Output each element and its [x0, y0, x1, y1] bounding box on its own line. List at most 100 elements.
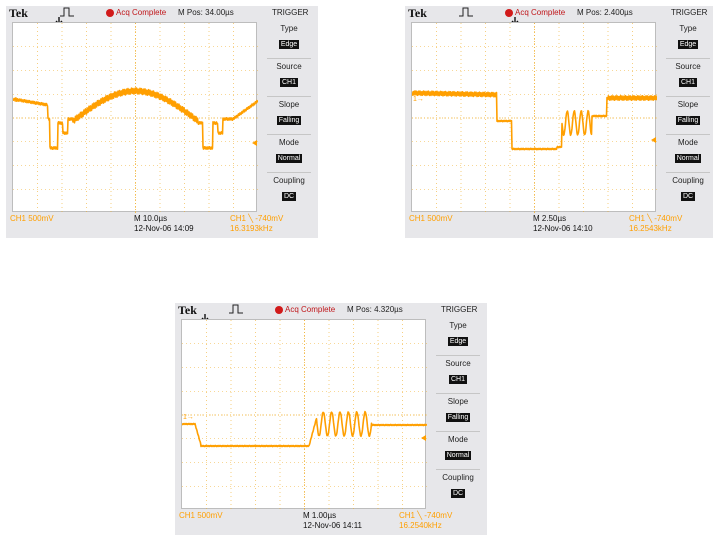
brand-logo: Tek: [9, 6, 28, 20]
time-division: M 1.00µs: [303, 511, 337, 520]
acq-status-dot-icon: [106, 9, 114, 17]
m-pos: M Pos: 2.400µs: [577, 8, 633, 17]
acq-status: Acq Complete: [116, 8, 167, 17]
menu-item-label: Coupling: [442, 473, 474, 482]
ch1-ground-marker: 1→: [413, 96, 424, 103]
ch1-ground-marker: 1→: [14, 97, 25, 104]
m-pos: M Pos: 34.00µs: [178, 8, 234, 17]
menu-title: TRIGGER: [441, 305, 478, 314]
trigger-menu: Type Edge Source CH1 Slope Falling Mode Normal C…: [264, 22, 314, 212]
menu-separator: [267, 172, 311, 173]
menu-item-label: Mode: [447, 435, 468, 444]
oscilloscope-capture-3: Tek Acq Complete M Pos: 4.320µs TRIGGER …: [175, 303, 487, 535]
trigger-info: CH1 ╲ -740mV: [399, 511, 453, 520]
acq-status-dot-icon: [505, 9, 513, 17]
menu-item-label: Coupling: [273, 176, 305, 185]
menu-item-value: CH1: [678, 78, 697, 87]
waveform-svg: 1→: [13, 23, 258, 213]
trigger-menu-item-coupling[interactable]: Coupling DC: [433, 471, 483, 507]
trigger-menu-item-coupling[interactable]: Coupling DC: [663, 174, 713, 210]
menu-item-value: Normal: [444, 451, 472, 460]
ch1-scale: CH1 500mV: [409, 214, 453, 223]
trigger-menu-item-mode[interactable]: Mode Normal: [433, 433, 483, 469]
pulse-trigger-icon: [60, 7, 74, 17]
ch1-waveform-trace: [182, 410, 427, 448]
menu-item-value: DC: [450, 489, 466, 498]
menu-separator: [436, 431, 480, 432]
menu-item-value: CH1: [448, 375, 467, 384]
menu-item-value: Normal: [674, 154, 702, 163]
trigger-level-marker-icon: [651, 137, 656, 143]
menu-item-label: Mode: [278, 138, 299, 147]
frequency-readout: 16.2540kHz: [399, 521, 442, 530]
menu-item-label: Slope: [677, 100, 699, 109]
brand-logo: Tek: [178, 303, 197, 317]
scope-topbar: Tek Acq Complete M Pos: 2.400µs TRIGGER: [405, 6, 713, 25]
scope-topbar: Tek Acq Complete M Pos: 4.320µs TRIGGER: [175, 303, 487, 322]
menu-item-value: Normal: [275, 154, 303, 163]
menu-separator: [267, 96, 311, 97]
menu-item-value: Falling: [445, 413, 471, 422]
waveform-display: 1→: [181, 319, 427, 510]
trigger-menu-item-source[interactable]: Source CH1: [433, 357, 483, 393]
trigger-menu-item-coupling[interactable]: Coupling DC: [264, 174, 314, 210]
menu-separator: [436, 469, 480, 470]
trigger-menu: Type Edge Source CH1 Slope Falling Mode Normal C…: [433, 319, 483, 509]
menu-separator: [436, 393, 480, 394]
trigger-menu-item-type[interactable]: Type Edge: [663, 22, 713, 58]
trigger-menu-item-source[interactable]: Source CH1: [663, 60, 713, 96]
frequency-readout: 16.3193kHz: [230, 224, 273, 233]
menu-title: TRIGGER: [272, 8, 309, 17]
waveform-display: 1→: [12, 22, 258, 213]
menu-item-value: DC: [281, 192, 297, 201]
frequency-readout: 16.2543kHz: [629, 224, 672, 233]
trigger-menu-item-mode[interactable]: Mode Normal: [663, 136, 713, 172]
menu-separator: [267, 58, 311, 59]
time-division: M 2.50µs: [533, 214, 567, 223]
menu-item-label: Mode: [677, 138, 698, 147]
menu-item-label: Type: [280, 24, 298, 33]
date-time: 12-Nov-06 14:11: [303, 521, 362, 530]
m-pos: M Pos: 4.320µs: [347, 305, 403, 314]
trigger-menu-item-slope[interactable]: Slope Falling: [663, 98, 713, 134]
menu-item-label: Type: [449, 321, 467, 330]
menu-title: TRIGGER: [671, 8, 708, 17]
menu-item-value: Edge: [447, 337, 469, 346]
acq-status: Acq Complete: [515, 8, 566, 17]
acq-status-dot-icon: [275, 306, 283, 314]
ch1-scale: CH1 500mV: [179, 511, 223, 520]
status-bar: CH1 500mV M 10.0µs 12-Nov-06 14:09 CH1 ╲…: [6, 213, 318, 238]
pulse-trigger-icon: [459, 7, 473, 17]
scope-topbar: Tek Acq Complete M Pos: 34.00µs TRIGGER: [6, 6, 318, 25]
trigger-menu-item-source[interactable]: Source CH1: [264, 60, 314, 96]
trigger-info: CH1 ╲ -740mV: [629, 214, 683, 223]
menu-item-value: Falling: [276, 116, 302, 125]
menu-item-value: Falling: [675, 116, 701, 125]
status-bar: CH1 500mV M 2.50µs 12-Nov-06 14:10 CH1 ╲…: [405, 213, 713, 238]
brand-logo: Tek: [408, 6, 427, 20]
trigger-info: CH1 ╲ -740mV: [230, 214, 284, 223]
trigger-menu-item-mode[interactable]: Mode Normal: [264, 136, 314, 172]
ch1-ground-marker: 1→: [183, 414, 194, 421]
oscilloscope-capture-1: Tek Acq Complete M Pos: 34.00µs TRIGGER …: [6, 6, 318, 238]
oscilloscope-capture-2: Tek Acq Complete M Pos: 2.400µs TRIGGER …: [405, 6, 713, 238]
acq-status: Acq Complete: [285, 305, 336, 314]
menu-item-label: Source: [276, 62, 302, 71]
waveform-svg: 1→: [182, 320, 427, 510]
waveform-svg: 1→: [412, 23, 657, 213]
pulse-trigger-icon: [229, 304, 243, 314]
trigger-menu-item-type[interactable]: Type Edge: [433, 319, 483, 355]
time-division: M 10.0µs: [134, 214, 168, 223]
menu-separator: [666, 96, 710, 97]
menu-item-label: Slope: [447, 397, 469, 406]
menu-item-value: DC: [680, 192, 696, 201]
menu-separator: [666, 58, 710, 59]
menu-item-value: CH1: [279, 78, 298, 87]
menu-item-value: Edge: [278, 40, 300, 49]
trigger-menu-item-slope[interactable]: Slope Falling: [433, 395, 483, 431]
menu-item-value: Edge: [677, 40, 699, 49]
trigger-level-marker-icon: [421, 435, 426, 441]
menu-separator: [666, 172, 710, 173]
trigger-menu-item-type[interactable]: Type Edge: [264, 22, 314, 58]
trigger-menu-item-slope[interactable]: Slope Falling: [264, 98, 314, 134]
